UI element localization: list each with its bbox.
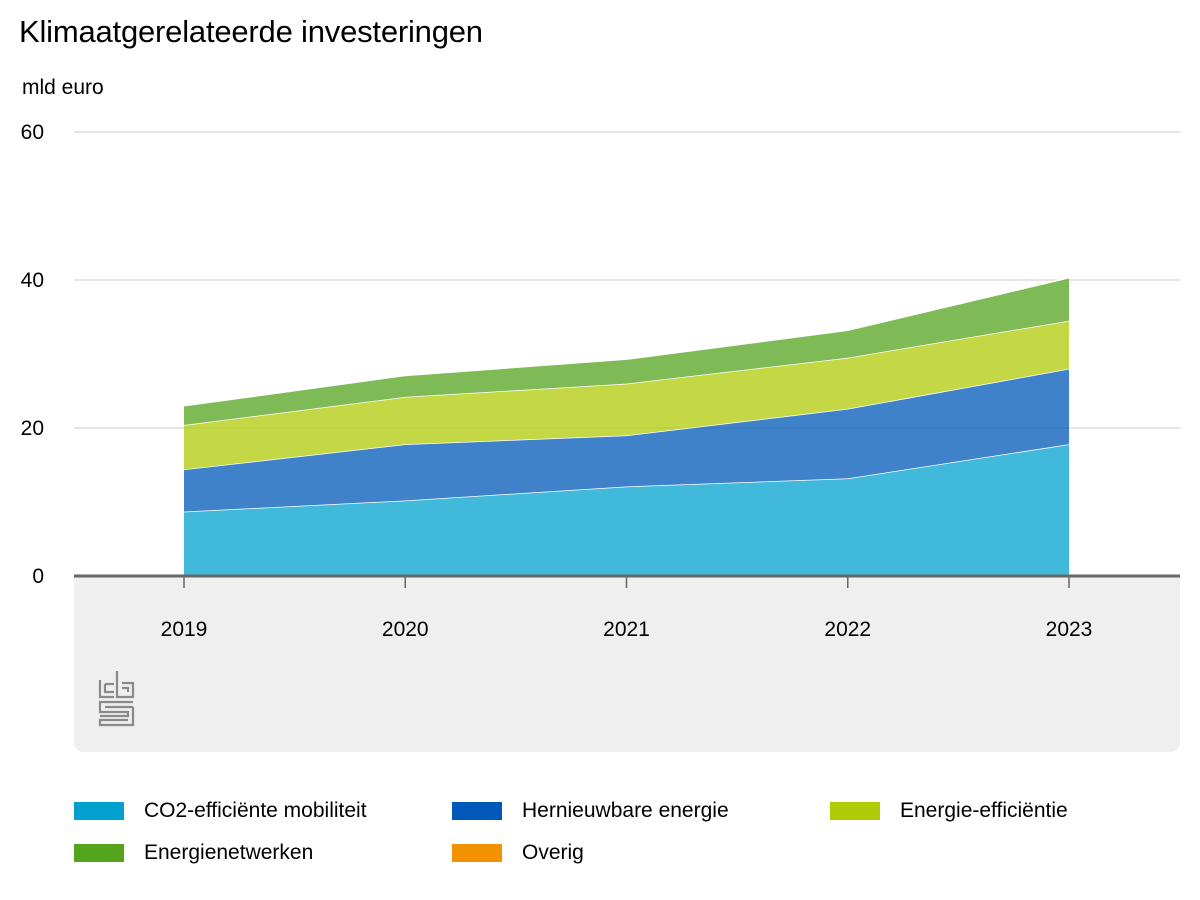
legend-label: Overig	[522, 841, 584, 864]
x-tick-label: 2019	[161, 618, 208, 641]
area-series-0	[184, 444, 1069, 576]
legend-swatch	[74, 844, 124, 862]
legend-label: Energie-efficiëntie	[900, 799, 1068, 822]
legend-item-energie-efficientie[interactable]: Energie-efficiëntie	[830, 798, 1068, 824]
legend-item-hernieuwbare-energie[interactable]: Hernieuwbare energie	[452, 798, 729, 824]
legend-swatch	[452, 802, 502, 820]
y-axis-unit: mld euro	[22, 76, 104, 99]
legend-item-co2-mobiliteit[interactable]: CO2-efficiënte mobiliteit	[74, 798, 367, 824]
area-series-3	[184, 277, 1069, 426]
legend-label: CO2-efficiënte mobiliteit	[144, 799, 367, 822]
cbs-logo	[98, 671, 135, 727]
x-tick-label: 2020	[382, 618, 429, 641]
legend-swatch	[452, 844, 502, 862]
x-axis-ticks: 2019 2020 2021 2022 2023	[161, 576, 1093, 641]
stacked-areas	[183, 277, 1070, 576]
legend-label: Hernieuwbare energie	[522, 799, 729, 822]
area-series-1	[184, 368, 1069, 512]
legend-label: Energienetwerken	[144, 841, 314, 864]
x-axis-panel	[74, 576, 1180, 752]
area-edge-3	[183, 277, 1070, 407]
y-tick-label: 60	[21, 121, 44, 144]
legend-item-overig[interactable]: Overig	[452, 840, 584, 866]
x-tick-label: 2023	[1046, 618, 1093, 641]
y-axis-ticks: 0 20 40 60	[21, 121, 44, 588]
chart-title: Klimaatgerelateerde investeringen	[19, 14, 483, 49]
legend-swatch	[830, 802, 880, 820]
y-tick-label: 20	[21, 417, 44, 440]
x-tick-label: 2022	[824, 618, 871, 641]
legend-swatch	[74, 802, 124, 820]
y-tick-label: 0	[32, 565, 44, 588]
x-tick-label: 2021	[603, 618, 650, 641]
legend-item-energienetwerken[interactable]: Energienetwerken	[74, 840, 313, 866]
y-tick-label: 40	[21, 269, 44, 292]
